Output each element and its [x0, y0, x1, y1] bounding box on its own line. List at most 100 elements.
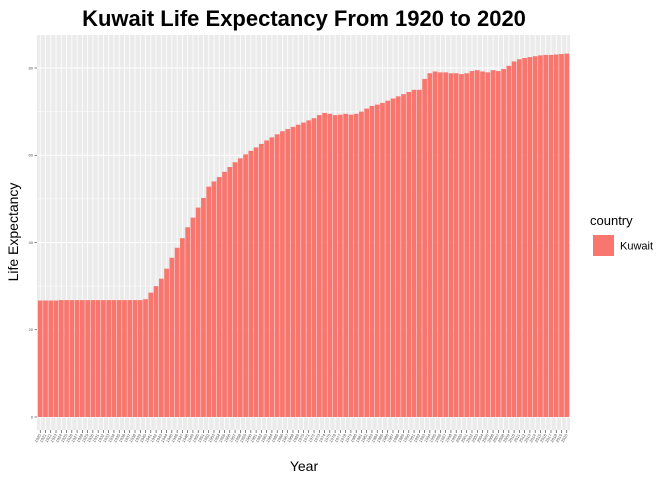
- bar-1934: [111, 300, 117, 417]
- x-tick-label: 1988: [391, 432, 400, 443]
- x-tick-label: 1928: [75, 432, 84, 443]
- legend: country Kuwait: [590, 213, 653, 256]
- bar-1968: [290, 126, 296, 418]
- x-tick-label: 2019: [555, 432, 564, 443]
- bar-1971: [306, 120, 312, 417]
- bar-1969: [295, 124, 301, 418]
- legend-key-kuwait: [593, 235, 614, 256]
- bar-2009: [506, 65, 512, 417]
- bar-2013: [527, 57, 533, 417]
- bar-1965: [274, 134, 280, 417]
- y-tick-label: 0: [31, 414, 34, 419]
- x-tick-label: 1921: [39, 432, 48, 443]
- bar-2015: [538, 55, 543, 417]
- bar-1985: [380, 102, 385, 418]
- bar-1980: [353, 113, 359, 418]
- bar-1932: [101, 300, 106, 417]
- bar-1923: [53, 300, 59, 417]
- bar-1954: [216, 177, 222, 417]
- x-tick-label: 2004: [476, 432, 485, 443]
- bar-1960: [248, 150, 254, 417]
- x-tick-label: 1994: [423, 432, 432, 443]
- bar-2006: [490, 70, 496, 418]
- bar-1981: [359, 111, 364, 417]
- x-tick-label: 1924: [54, 432, 63, 443]
- bar-1990: [406, 91, 412, 418]
- x-tick-label: 1987: [386, 432, 395, 443]
- x-tick-label: 1957: [228, 432, 237, 443]
- bar-1995: [432, 71, 438, 418]
- bar-1999: [453, 73, 459, 418]
- x-tick-label: 1992: [412, 432, 421, 443]
- x-tick-label: 2017: [544, 432, 553, 443]
- x-tick-label: 1963: [260, 432, 269, 443]
- bar-1974: [322, 112, 327, 417]
- x-tick-label: 1981: [355, 432, 364, 443]
- x-tick-label: 1930: [86, 432, 95, 443]
- bar-1957: [232, 162, 238, 417]
- bar-1942: [153, 286, 159, 417]
- x-tick-label: 2002: [465, 432, 474, 443]
- bar-1989: [401, 94, 406, 418]
- bar-1997: [443, 72, 449, 418]
- bar-1951: [201, 198, 206, 417]
- bar-2010: [511, 61, 517, 418]
- bar-1972: [311, 118, 317, 417]
- bar-1966: [280, 131, 285, 417]
- bar-1926: [69, 300, 75, 417]
- bar-1977: [337, 114, 343, 418]
- bar-1961: [253, 147, 259, 417]
- bar-1921: [43, 300, 48, 417]
- bar-1996: [438, 72, 443, 418]
- bar-2012: [522, 57, 528, 418]
- x-tick-label: 1931: [91, 432, 100, 443]
- chart-title: Kuwait Life Expectancy From 1920 to 2020: [82, 6, 526, 31]
- bar-1947: [180, 238, 185, 417]
- bar-1920: [37, 300, 43, 417]
- x-tick-label: 1934: [107, 432, 116, 443]
- x-tick-label: 1935: [112, 432, 121, 443]
- bar-2002: [469, 71, 475, 418]
- x-tick-label: 1956: [223, 432, 232, 443]
- bar-2014: [532, 56, 538, 417]
- x-tick-label: 1985: [376, 432, 385, 443]
- x-tick-label: 1943: [154, 432, 163, 443]
- bar-1964: [269, 137, 275, 417]
- x-tick-label: 2006: [486, 432, 495, 443]
- x-tick-label: 1979: [344, 432, 353, 443]
- bar-1993: [422, 78, 427, 417]
- bar-1953: [211, 181, 217, 417]
- bar-2008: [501, 68, 506, 417]
- x-tick-label: 2000: [455, 432, 464, 443]
- x-tick-label: 1937: [123, 432, 132, 443]
- x-tick-label: 2016: [539, 432, 548, 443]
- x-tick-label: 1971: [302, 432, 311, 443]
- x-tick-label: 1960: [244, 432, 253, 443]
- bar-2001: [464, 73, 470, 418]
- x-tick-label: 1964: [265, 432, 274, 443]
- x-tick-label: 1980: [349, 432, 358, 443]
- x-tick-label: 2014: [528, 432, 537, 443]
- x-tick-label: 1926: [65, 432, 74, 443]
- x-tick-label: 1993: [418, 432, 427, 443]
- y-tick-label: 60: [29, 153, 34, 158]
- bar-1992: [416, 89, 422, 417]
- x-tick-label: 1955: [218, 432, 227, 443]
- bar-1973: [316, 115, 322, 418]
- bar-1970: [301, 122, 306, 417]
- bar-1937: [127, 300, 133, 417]
- x-tick-label: 1970: [297, 432, 306, 443]
- bar-2005: [485, 72, 491, 418]
- x-tick-label: 2010: [507, 432, 516, 443]
- x-tick-label: 1923: [49, 432, 58, 443]
- x-tick-label: 1940: [139, 432, 148, 443]
- x-tick-label: 1929: [81, 432, 90, 443]
- x-tick-label: 1996: [433, 432, 442, 443]
- x-tick-label: 1936: [118, 432, 127, 443]
- x-tick-label: 2013: [523, 432, 532, 443]
- x-tick-label: 1966: [276, 432, 285, 443]
- bar-1979: [348, 114, 354, 418]
- bar-2011: [517, 59, 522, 418]
- bar-1924: [58, 300, 64, 417]
